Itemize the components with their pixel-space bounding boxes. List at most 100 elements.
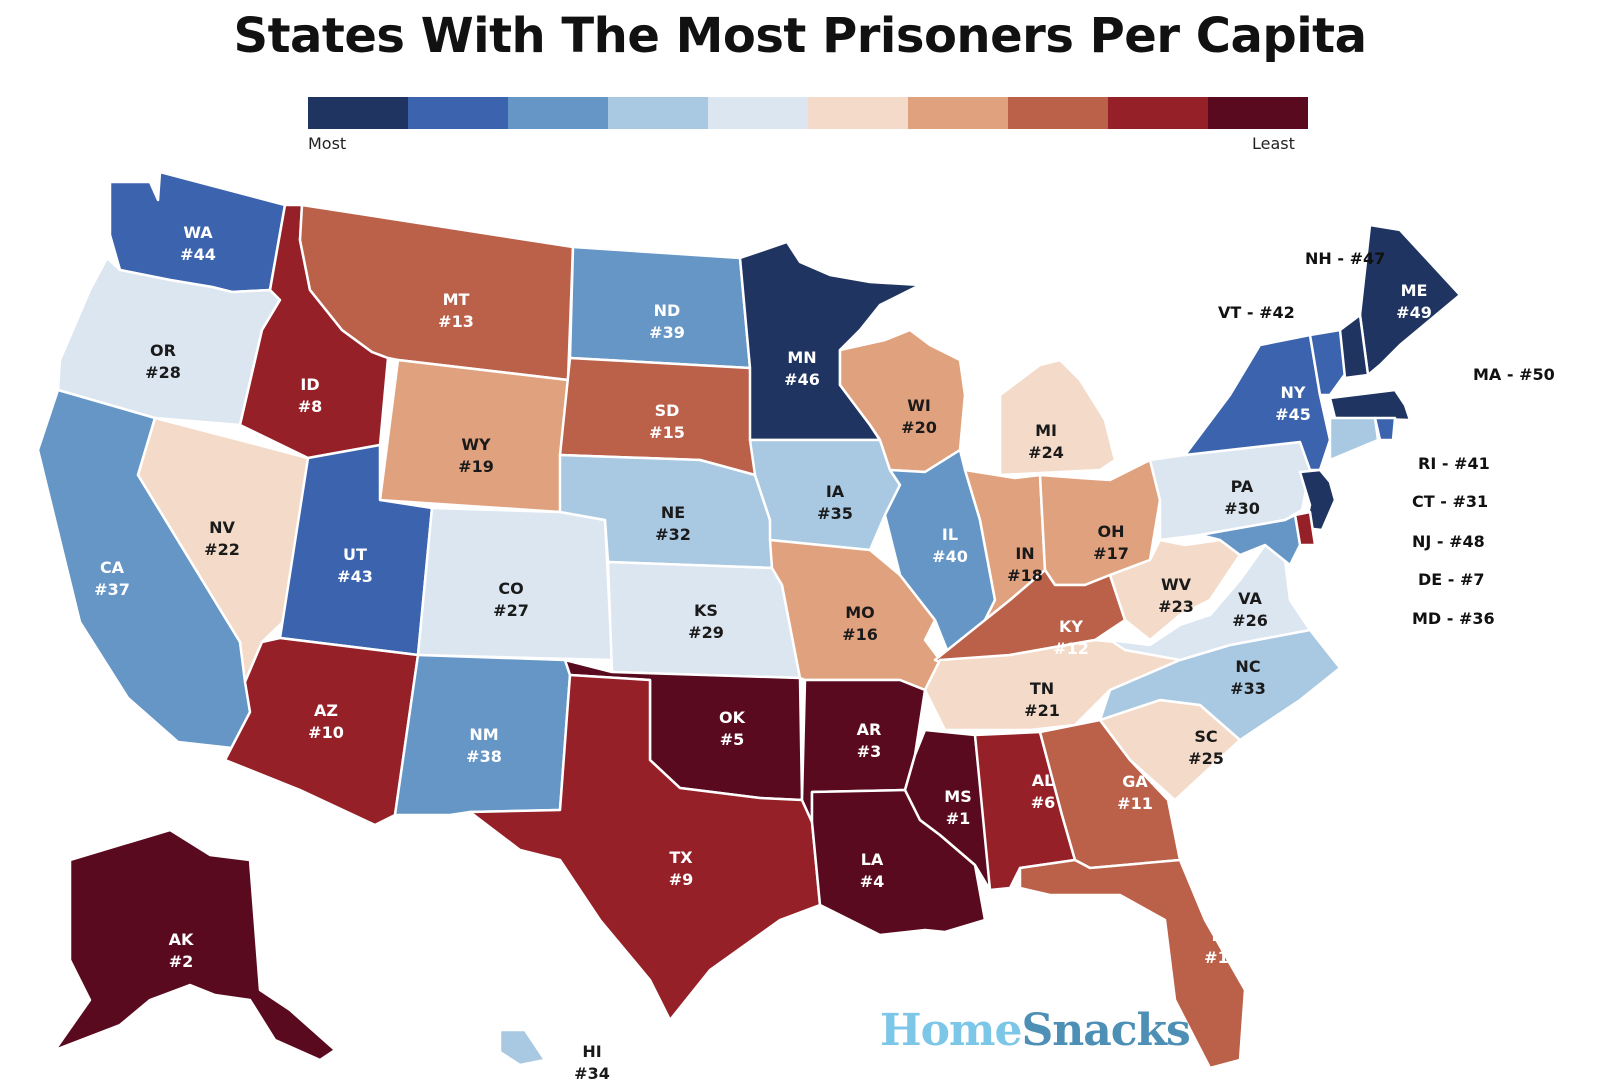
state-abbr: KS (694, 601, 718, 620)
state-rank: #21 (1024, 701, 1060, 720)
state-rank: #26 (1232, 611, 1268, 630)
legend-min-label: Most (308, 134, 347, 153)
state-abbr: PA (1231, 477, 1254, 496)
state-label-mn: MN #46 (784, 348, 820, 389)
state-abbr: ME (1401, 281, 1428, 300)
state-fl (1018, 858, 1247, 1070)
state-label-ut: UT #43 (337, 545, 373, 586)
state-rank: #15 (649, 423, 685, 442)
state-rank: #6 (1031, 793, 1056, 812)
state-abbr: MN (787, 348, 816, 367)
legend-swatch-7 (908, 97, 1008, 129)
state-abbr: AL (1032, 771, 1055, 790)
state-label-sc: SC #25 (1188, 727, 1224, 768)
state-label-az: AZ #10 (308, 701, 344, 742)
state-label-fl: FL #14 (1204, 926, 1240, 967)
state-abbr: CO (498, 579, 523, 598)
state-label-ks: KS #29 (688, 601, 724, 642)
state-rank: #12 (1053, 639, 1089, 658)
state-abbr: VA (1238, 589, 1262, 608)
state-label-mo: MO #16 (842, 603, 878, 644)
state-label-ar: AR #3 (857, 720, 882, 761)
state-rank: #27 (493, 601, 529, 620)
legend-swatch-2 (408, 97, 508, 129)
brand-part-snacks: Snacks (1021, 1005, 1190, 1056)
state-rank: #17 (1093, 544, 1129, 563)
state-abbr: WV (1161, 575, 1192, 594)
state-rank: #43 (337, 567, 373, 586)
state-abbr: HI (582, 1042, 601, 1061)
state-abbr: AZ (314, 701, 338, 720)
state-rank: #14 (1204, 948, 1240, 967)
state-ak (53, 828, 337, 1062)
state-label-id: ID #8 (298, 375, 323, 416)
state-tx (468, 673, 822, 1022)
state-abbr: SC (1194, 727, 1217, 746)
state-md (1198, 513, 1302, 567)
state-label-ne: NE #32 (655, 503, 691, 544)
state-rank: #11 (1117, 794, 1153, 813)
legend-swatch-3 (508, 97, 608, 129)
state-rank: #32 (655, 525, 691, 544)
state-rank: #30 (1224, 499, 1260, 518)
state-vt (1308, 328, 1350, 397)
state-abbr: UT (343, 545, 367, 564)
state-mi (998, 358, 1117, 477)
state-abbr: OK (719, 708, 746, 727)
state-ct (1328, 416, 1380, 462)
state-rank: #19 (458, 457, 494, 476)
state-abbr: KY (1059, 617, 1083, 636)
state-abbr: IL (942, 525, 958, 544)
state-rank: #39 (649, 323, 685, 342)
state-rank: #38 (466, 747, 502, 766)
state-abbr: AR (857, 720, 882, 739)
state-rank: #29 (688, 623, 724, 642)
state-label-sd: SD #15 (649, 401, 685, 442)
state-ks (606, 560, 802, 680)
state-rank: #4 (860, 872, 885, 891)
state-abbr: MO (845, 603, 875, 622)
map-title: States With The Most Prisoners Per Capit… (233, 8, 1367, 64)
callout-ri: RI - #41 (1418, 454, 1490, 473)
brand-part-home: Home (880, 1005, 1022, 1056)
state-rank: #1 (946, 809, 971, 828)
state-abbr: FL (1211, 926, 1232, 945)
color-scale-legend (308, 97, 1308, 129)
legend-swatch-8 (1008, 97, 1108, 129)
state-abbr: MT (443, 290, 470, 309)
state-abbr: NV (209, 518, 235, 537)
state-label-il: IL #40 (932, 525, 968, 566)
state-abbr: NY (1281, 383, 1306, 402)
state-label-wy: WY #19 (458, 435, 494, 476)
state-label-la: LA #4 (860, 850, 885, 891)
state-rank: #34 (574, 1064, 610, 1083)
state-label-me: ME #49 (1396, 281, 1432, 322)
callout-nj: NJ - #48 (1412, 532, 1485, 551)
state-rank: #33 (1230, 679, 1266, 698)
state-rank: #40 (932, 547, 968, 566)
state-abbr: OH (1098, 522, 1125, 541)
state-label-va: VA #26 (1232, 589, 1268, 630)
state-abbr: GA (1122, 772, 1148, 791)
state-rank: #23 (1158, 597, 1194, 616)
state-label-ok: OK #5 (719, 708, 746, 749)
state-rank: #45 (1275, 405, 1311, 424)
state-label-mi: MI #24 (1028, 421, 1064, 462)
state-label-nm: NM #38 (466, 725, 502, 766)
state-ny (1183, 333, 1332, 472)
state-rank: #18 (1007, 566, 1043, 585)
state-label-ms: MS #1 (944, 787, 971, 828)
callout-vt: VT - #42 (1218, 303, 1295, 322)
state-rank: #25 (1188, 749, 1224, 768)
legend-swatch-9 (1108, 97, 1208, 129)
state-label-wa: WA #44 (180, 223, 216, 264)
state-rank: #9 (669, 870, 694, 889)
state-rank: #35 (817, 504, 853, 523)
state-rank: #28 (145, 363, 181, 382)
state-rank: #24 (1028, 443, 1064, 462)
state-abbr: OR (150, 341, 176, 360)
legend-swatch-10 (1208, 97, 1308, 129)
state-ms (903, 728, 992, 892)
state-label-nv: NV #22 (204, 518, 240, 559)
